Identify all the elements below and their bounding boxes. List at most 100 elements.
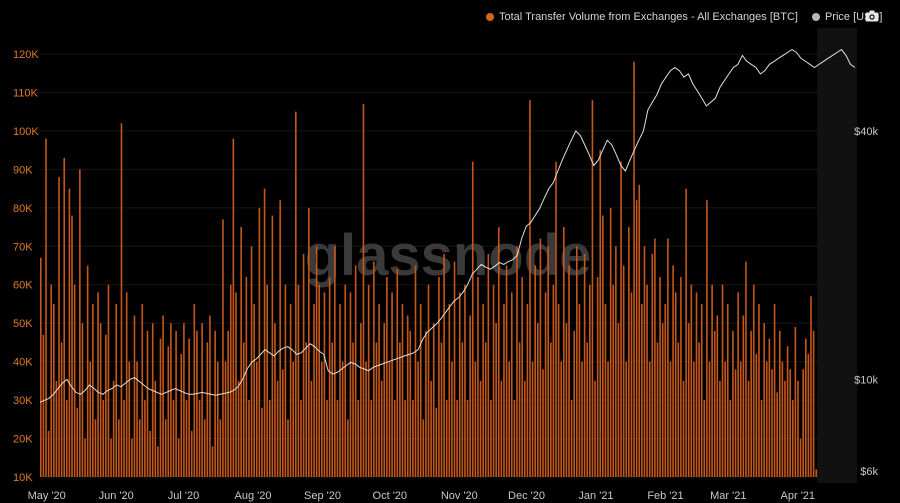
x-tick-label: Feb '21 <box>647 490 683 502</box>
volume-bar <box>89 361 92 477</box>
volume-bar <box>107 284 110 477</box>
volume-bar <box>596 277 599 477</box>
volume-bar <box>318 284 321 477</box>
volume-bar <box>778 330 781 477</box>
volume-bar <box>357 400 360 477</box>
volume-bar <box>776 392 778 477</box>
y-tick-label: 100K <box>13 126 39 138</box>
volume-bar <box>807 353 810 477</box>
volume-bar <box>138 419 141 477</box>
volume-bar <box>427 284 430 477</box>
volume-bar <box>406 315 409 477</box>
volume-bar <box>136 361 138 477</box>
volume-bar <box>250 246 253 477</box>
y-tick-label: 50K <box>13 318 33 330</box>
volume-bar <box>360 323 362 477</box>
volume-bar <box>635 200 638 477</box>
volume-bar <box>414 265 417 477</box>
volume-bar <box>565 323 568 477</box>
volume-bar <box>651 253 654 477</box>
volume-bar <box>58 177 60 478</box>
volume-bar <box>739 361 742 477</box>
volume-bar <box>581 361 583 477</box>
volume-bar <box>768 338 771 477</box>
volume-bar <box>133 315 136 477</box>
volume-bar <box>110 438 112 477</box>
volume-bar <box>331 342 334 477</box>
volume-bar <box>383 323 386 477</box>
volume-bar <box>461 342 464 477</box>
volume-bar <box>206 342 209 477</box>
volume-bar <box>453 261 456 477</box>
volume-bar <box>373 261 375 477</box>
volume-bar <box>313 303 315 477</box>
volume-bar <box>310 380 313 477</box>
volume-bar <box>659 277 661 477</box>
volume-bar <box>73 284 76 477</box>
volume-bar <box>412 400 414 477</box>
volume-bar <box>339 303 341 477</box>
x-tick-label: Sep '20 <box>304 490 341 502</box>
volume-bar <box>375 342 378 477</box>
volume-bar <box>227 330 229 477</box>
volume-bar <box>708 361 711 477</box>
volume-bar <box>763 323 765 477</box>
volume-bar <box>482 303 484 477</box>
volume-bar <box>302 253 305 477</box>
volume-bar <box>695 292 698 477</box>
volume-bar <box>248 400 250 477</box>
x-tick-label: Jan '21 <box>578 490 613 502</box>
volume-bar <box>388 361 391 477</box>
latest-shade <box>817 28 857 483</box>
camera-icon[interactable] <box>865 10 879 22</box>
volume-bar <box>620 161 622 478</box>
volume-bar <box>560 361 563 477</box>
volume-bar <box>573 330 576 477</box>
volume-bar <box>680 277 682 477</box>
volume-bar <box>292 361 294 477</box>
legend-item-volume[interactable]: Total Transfer Volume from Exchanges - A… <box>486 11 798 23</box>
y-tick-label: 10K <box>13 472 33 484</box>
volume-bar <box>214 330 216 477</box>
volume-bar <box>760 400 763 477</box>
volume-bar <box>716 315 719 477</box>
volume-bar <box>797 380 799 477</box>
right-tick-label: $10k <box>854 374 878 386</box>
volume-bar <box>570 400 573 477</box>
volume-bar <box>170 323 172 477</box>
volume-bars <box>40 61 818 478</box>
volume-bar <box>50 284 53 477</box>
volume-bar <box>393 400 396 477</box>
volume-bar <box>799 438 802 477</box>
volume-bar <box>115 303 118 477</box>
volume-bar <box>201 323 203 477</box>
volume-bar <box>289 303 292 477</box>
volume-bar <box>229 284 232 477</box>
volume-bar <box>149 430 151 477</box>
volume-bar <box>750 330 752 477</box>
volume-bar <box>391 292 393 477</box>
volume-bar <box>146 330 149 477</box>
x-tick-label: Apr '21 <box>781 490 816 502</box>
volume-bar <box>510 292 513 477</box>
volume-bar <box>42 334 45 477</box>
volume-bar <box>308 207 310 477</box>
volume-bar <box>198 400 201 477</box>
volume-bar <box>646 284 648 477</box>
volume-bar <box>120 123 123 477</box>
volume-bar <box>55 380 58 477</box>
volume-bar <box>471 161 474 478</box>
volume-bar <box>271 215 274 477</box>
volume-bar <box>815 469 818 477</box>
volume-bar <box>667 238 669 477</box>
volume-bar <box>183 323 185 477</box>
volume-bar <box>268 400 271 477</box>
volume-bar <box>719 380 721 477</box>
x-tick-label: Jul '20 <box>168 490 199 502</box>
x-tick-label: Nov '20 <box>441 490 478 502</box>
volume-bar <box>341 361 344 477</box>
volume-bar <box>490 400 492 477</box>
volume-bar <box>112 380 115 477</box>
volume-bar <box>505 265 508 477</box>
volume-bar <box>99 323 102 477</box>
